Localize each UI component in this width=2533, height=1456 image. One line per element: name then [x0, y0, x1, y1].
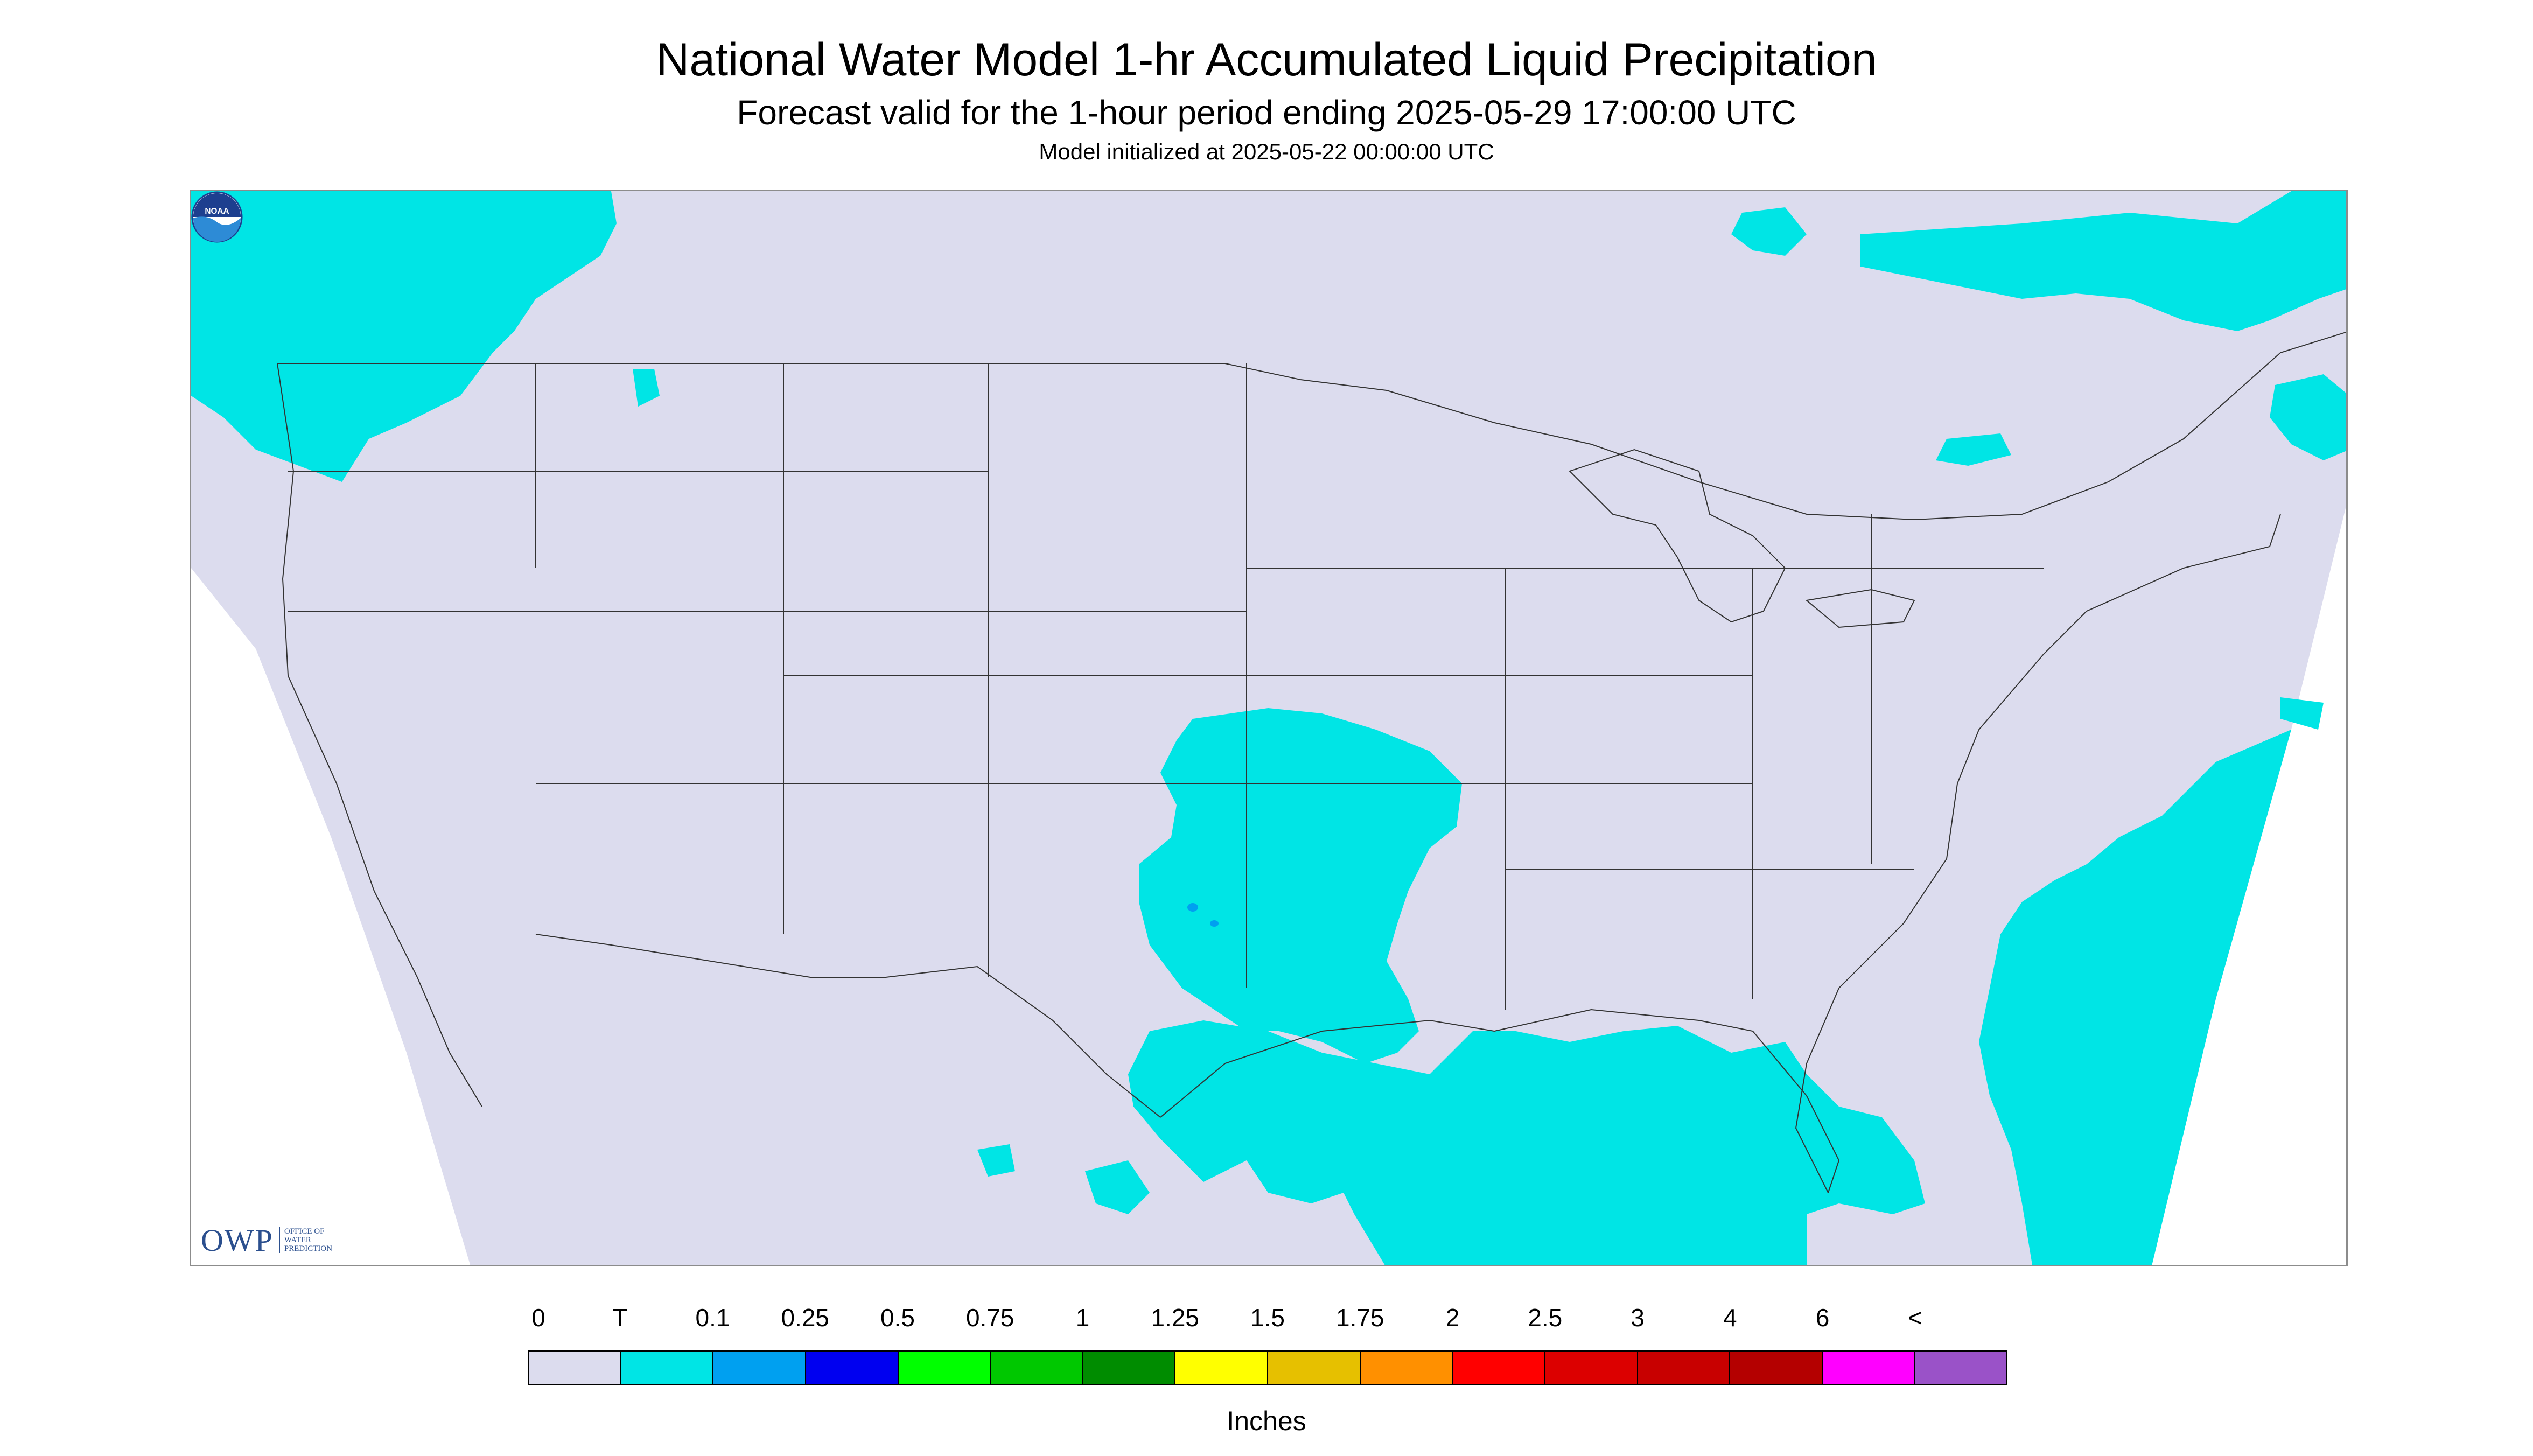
owp-logo: OWP OFFICE OF WATER PREDICTION: [201, 1222, 349, 1258]
atlantic-precip: [1979, 730, 2291, 1265]
owp-logo-subtext: OFFICE OF WATER PREDICTION: [278, 1227, 349, 1253]
light-precip-spot: [1210, 920, 1219, 927]
legend-tick-label: 6: [1815, 1304, 1830, 1332]
montana-precip: [525, 191, 611, 234]
model-init-text: Model initialized at 2025-05-22 00:00:00…: [1039, 139, 1494, 164]
legend-swatch: [1730, 1352, 1823, 1384]
legend-swatch: [991, 1352, 1083, 1384]
legend-swatch: [1545, 1352, 1638, 1384]
noaa-logo-text: NOAA: [205, 207, 229, 216]
legend-tick-label: 4: [1723, 1304, 1737, 1332]
precip-light-areas: [1187, 903, 1219, 927]
light-precip-spot: [1187, 903, 1198, 912]
owp-logo-text: OWP: [201, 1222, 274, 1258]
quebec-precip: [1860, 191, 2346, 331]
legend-tick-label: 2.5: [1528, 1304, 1563, 1332]
precip-trace-areas: [191, 191, 2346, 1265]
legend-swatch: [1268, 1352, 1361, 1384]
pacific-coast: [277, 363, 482, 1107]
legend-tick-label: 1.5: [1250, 1304, 1285, 1332]
great-lakes-north-precip: [1731, 207, 1807, 256]
legend-tick-label: 3: [1631, 1304, 1645, 1332]
legend-tick-label: 1.25: [1151, 1304, 1200, 1332]
pacific-nw-precip: [191, 191, 617, 482]
legend-tick-label: 1: [1075, 1304, 1090, 1332]
map-title: National Water Model 1-hr Accumulated Li…: [656, 34, 1877, 86]
legend-tick-label: 0: [531, 1304, 545, 1332]
atlantic-coast: [1795, 514, 2281, 1193]
mexico-precip: [977, 1144, 1015, 1177]
gulf-coast: [1160, 1009, 1840, 1193]
map-subtitle: Forecast valid for the 1-hour period end…: [737, 93, 1796, 132]
nova-scotia-precip: [2280, 697, 2324, 730]
legend-swatch: [621, 1352, 714, 1384]
southern-plains-precip: [1139, 708, 1462, 1063]
state-lines: [288, 363, 2044, 1010]
map-canvas: [191, 191, 2346, 1265]
texas-gulf-precip: [1128, 1020, 1925, 1265]
legend-swatch: [1175, 1352, 1268, 1384]
legend-swatch: [1453, 1352, 1545, 1384]
legend-swatch: [1915, 1352, 2006, 1384]
great-lakes: [1569, 449, 1915, 628]
legend-tick-label: 0.25: [781, 1304, 830, 1332]
legend-swatch: [1360, 1352, 1453, 1384]
legend-swatch: [713, 1352, 806, 1384]
legend-swatch: [1822, 1352, 1915, 1384]
legend-tick-labels: 0 T 0.1 0.25 0.5 0.75 1 1.25 1.5 1.75 2 2.5 3 4 6 <: [528, 1303, 2007, 1341]
boundaries: [277, 331, 2346, 1193]
legend-tick-label: 1.75: [1335, 1304, 1384, 1332]
legend-tick-label: <: [1907, 1304, 1922, 1332]
legend-swatch: [1083, 1352, 1176, 1384]
precipitation-map: OWP OFFICE OF WATER PREDICTION NOAA: [190, 190, 2348, 1266]
legend-swatch: [806, 1352, 899, 1384]
canada-us-border: [277, 331, 2346, 521]
mexico-border: [535, 934, 1161, 1118]
legend-tick-label: 0.1: [695, 1304, 730, 1332]
legend-swatch: [529, 1352, 621, 1384]
maritime-precip: [2270, 374, 2346, 460]
legend-tick-label: 0.5: [880, 1304, 915, 1332]
legend-tick-label: T: [612, 1304, 628, 1332]
noaa-logo-icon: NOAA: [191, 191, 243, 243]
coastal-mexico-precip: [1085, 1160, 1150, 1214]
legend-swatch: [1638, 1352, 1731, 1384]
idaho-precip: [633, 369, 660, 407]
legend-swatch: [898, 1352, 991, 1384]
legend-tick-label: 0.75: [965, 1304, 1014, 1332]
legend-tick-label: 2: [1445, 1304, 1460, 1332]
legend-unit-label: Inches: [1227, 1406, 1306, 1436]
ontario-precip: [1936, 433, 2011, 466]
legend-color-bar: [528, 1350, 2007, 1385]
